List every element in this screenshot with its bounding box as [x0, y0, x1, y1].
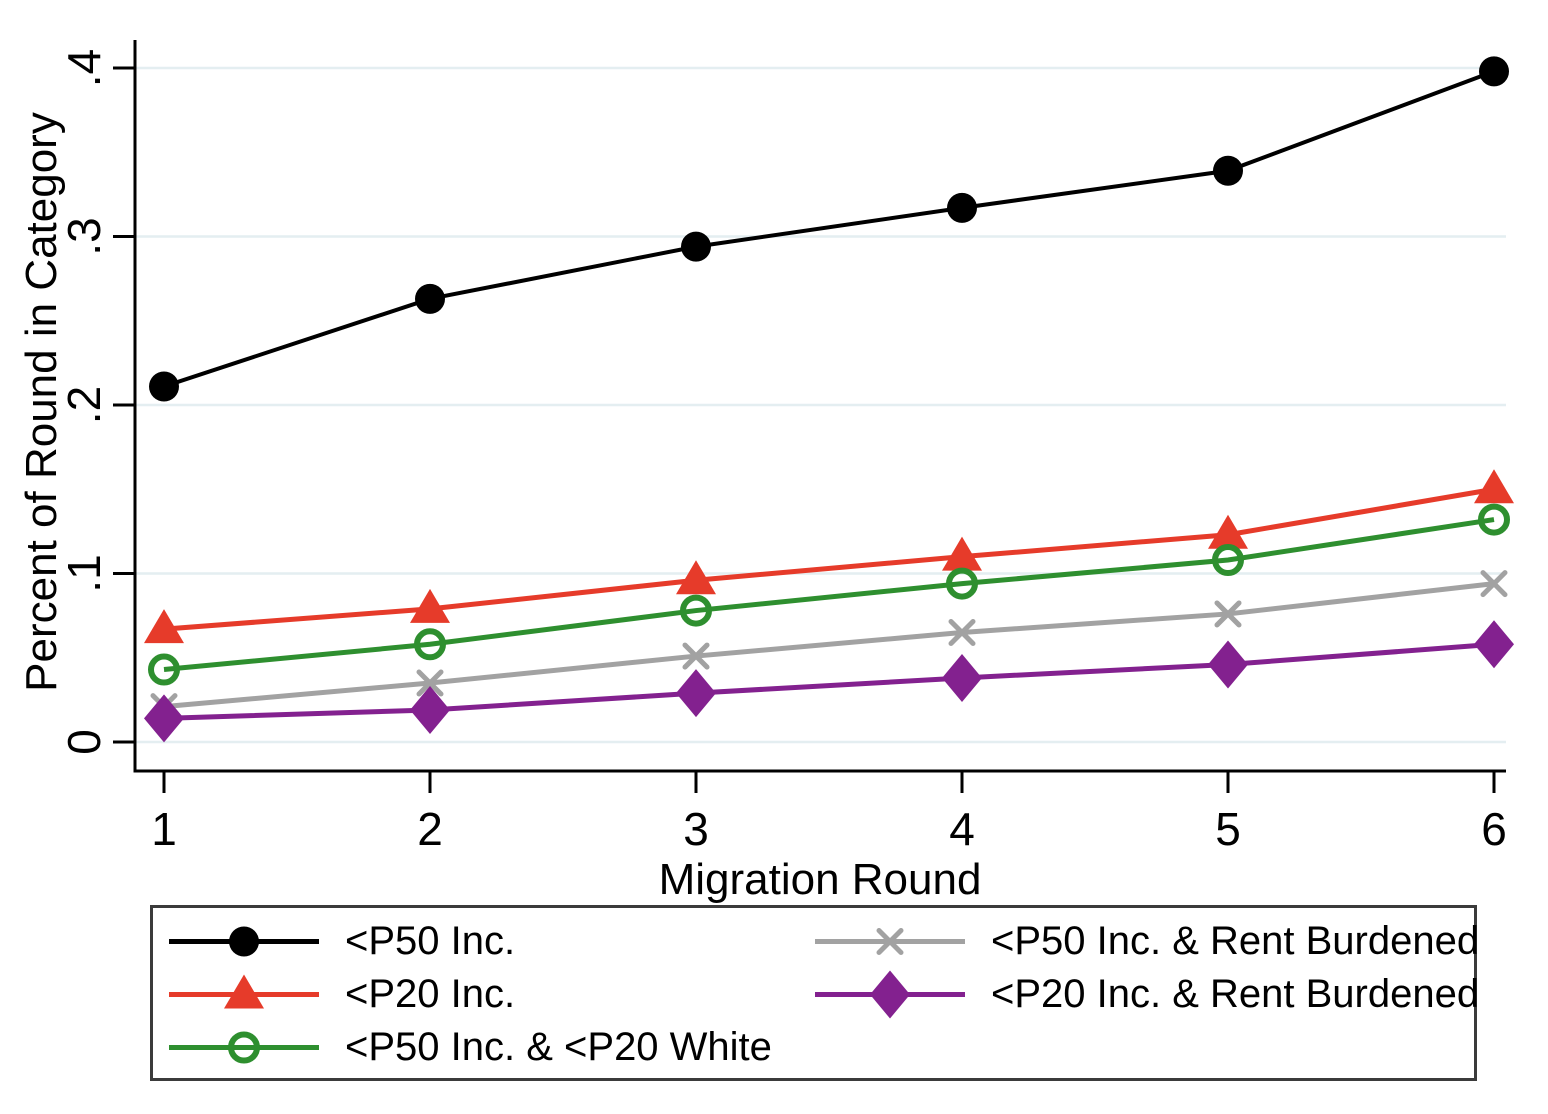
- legend-label: <P20 Inc.: [345, 972, 516, 1016]
- legend-label: <P50 Inc. & <P20 White: [345, 1025, 772, 1069]
- series-line: [163, 581, 1495, 710]
- series-1: [144, 469, 1514, 644]
- legend-column-right: <P50 Inc. & Rent Burdened <P20 Inc. & Re…: [815, 915, 1479, 1021]
- x-tick-label: 1: [151, 803, 177, 855]
- legend-sample-circle-open-icon: [169, 1031, 319, 1064]
- series-2: [148, 503, 1510, 686]
- y-tick-label: .2: [58, 386, 110, 424]
- y-tick-label: 0: [58, 729, 110, 755]
- legend-item-p50-inc-p20-white: <P50 Inc. & <P20 White: [169, 1021, 772, 1074]
- series-4: [144, 620, 1514, 743]
- x-tick-label: 6: [1481, 803, 1507, 855]
- x-tick-label: 5: [1215, 803, 1241, 855]
- legend-item-p20-inc-rent-burdened: <P20 Inc. & Rent Burdened: [815, 968, 1479, 1021]
- x-axis-title: Migration Round: [658, 855, 982, 904]
- y-tick-label: .3: [58, 217, 110, 255]
- x-tick-label: 4: [949, 803, 975, 855]
- series-line: [163, 641, 1495, 721]
- legend-sample-triangle-icon: [169, 974, 319, 1009]
- x-tick-label: 2: [417, 803, 443, 855]
- x-tick-label: 3: [683, 803, 709, 855]
- series-line: [163, 69, 1495, 389]
- legend: <P50 Inc. <P20 Inc. <P50 Inc. & <P20 Whi…: [150, 905, 1479, 1081]
- legend-sample-circle-filled-icon: [169, 926, 319, 957]
- legend-item-p50-inc-rent-burdened: <P50 Inc. & Rent Burdened: [815, 915, 1479, 968]
- legend-column-left: <P50 Inc. <P20 Inc. <P50 Inc. & <P20 Whi…: [169, 915, 772, 1074]
- series-line: [163, 486, 1495, 632]
- series-line: [163, 517, 1495, 673]
- legend-item-p50-inc: <P50 Inc.: [169, 915, 772, 968]
- chart-plot: 0 .1 .2 .3 .4 1 2 3 4 5 6: [58, 40, 1514, 855]
- series-0: [149, 56, 1509, 402]
- series-3: [150, 570, 1508, 721]
- legend-label: <P50 Inc. & Rent Burdened: [991, 919, 1480, 963]
- legend-sample-x-icon: [815, 928, 965, 955]
- legend-sample-diamond-icon: [815, 970, 965, 1019]
- legend-item-p20-inc: <P20 Inc.: [169, 968, 772, 1021]
- y-axis-title: Percent of Round in Category: [17, 112, 66, 692]
- legend-label: <P20 Inc. & Rent Burdened: [991, 972, 1480, 1016]
- y-tick-label: .4: [58, 49, 110, 87]
- y-tick-label: .1: [58, 554, 110, 592]
- legend-label: <P50 Inc.: [345, 919, 516, 963]
